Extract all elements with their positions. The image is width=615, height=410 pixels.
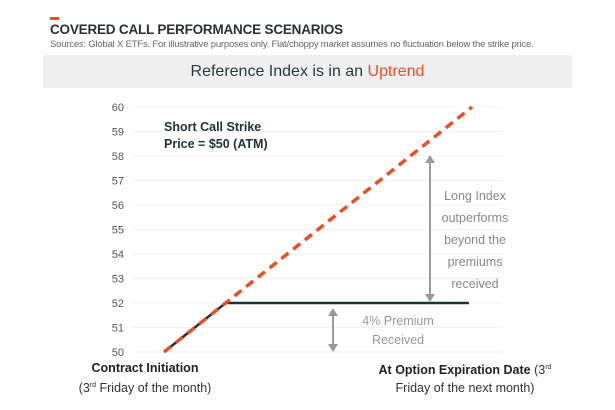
chart-title: COVERED CALL PERFORMANCE SCENARIOS	[50, 22, 343, 37]
x-label-start: Contract Initiation (3rd Friday of the m…	[60, 359, 230, 397]
x-label-start-note2: Friday of the month)	[96, 381, 212, 396]
strike-annotation: Price = $50 (ATM)	[164, 137, 268, 151]
outperform-annotation: beyond the	[444, 233, 506, 247]
y-tick-label: 60	[112, 102, 124, 114]
y-tick-label: 55	[112, 225, 124, 237]
premium-arrow-head-down	[328, 344, 338, 352]
y-tick-label: 52	[112, 298, 124, 310]
outperform-annotation: Long Index	[444, 189, 507, 203]
y-tick-label: 56	[112, 200, 124, 212]
banner-prefix: Reference Index is in an	[190, 63, 368, 80]
y-tick-label: 53	[112, 274, 124, 286]
outperform-annotation: outperforms	[442, 211, 509, 225]
x-label-end-title: At Option Expiration Date	[378, 363, 531, 378]
sup: rd	[545, 364, 552, 371]
sup: rd	[89, 382, 97, 389]
x-label-end: At Option Expiration Date (3rd Friday of…	[345, 359, 585, 397]
x-label-end-note: (3	[530, 363, 546, 378]
outperform-arrow-head-up	[425, 155, 435, 163]
y-tick-label: 54	[112, 249, 124, 261]
banner-highlight: Uptrend	[367, 63, 425, 80]
sources-note: Sources: Global X ETFs. For illustrative…	[50, 39, 534, 50]
y-tick-label: 59	[112, 127, 124, 139]
long-index-line	[162, 105, 474, 354]
premium-annotation: Received	[372, 333, 424, 347]
accent-bar	[50, 17, 59, 20]
y-tick-label: 57	[112, 176, 124, 188]
y-tick-label: 50	[112, 347, 124, 359]
y-tick-label: 58	[112, 151, 124, 163]
strike-annotation: Short Call Strike	[164, 120, 261, 134]
x-label-end-note2: Friday of the next month)	[395, 381, 535, 396]
outperform-annotation: received	[451, 277, 498, 291]
outperform-arrow-head-down	[425, 294, 435, 302]
premium-annotation: 4% Premium	[362, 314, 434, 328]
outperform-annotation: premiums	[448, 255, 503, 269]
scenario-banner: Reference Index is in an Uptrend	[43, 55, 572, 88]
y-tick-label: 51	[112, 323, 124, 335]
premium-arrow-head-up	[328, 308, 338, 316]
x-label-start-note: (3	[78, 381, 90, 396]
x-label-start-title: Contract Initiation	[91, 361, 199, 375]
